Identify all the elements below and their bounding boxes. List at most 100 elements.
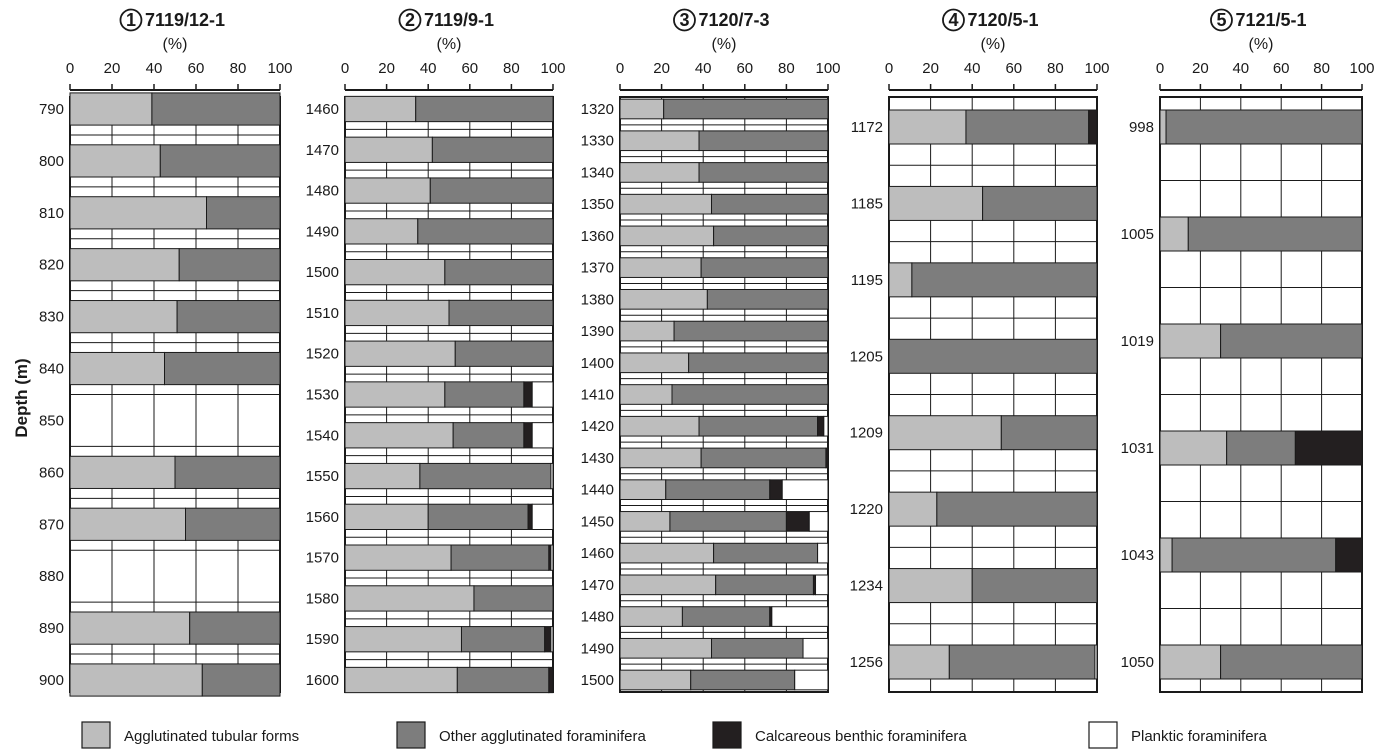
bar-segment xyxy=(448,299,554,327)
bar-segment xyxy=(669,511,787,532)
depth-label: 1390 xyxy=(581,323,614,340)
bar-segment xyxy=(690,669,796,691)
bar-segment xyxy=(344,258,446,286)
panel-unit-label: (%) xyxy=(981,36,1006,53)
bar-segment xyxy=(785,511,810,532)
depth-label: 1450 xyxy=(581,513,614,530)
bar-segment xyxy=(69,144,161,178)
panel-number: 4 xyxy=(948,10,958,30)
y-axis-label: Depth (m) xyxy=(12,358,31,437)
x-tick-label: 0 xyxy=(616,60,624,77)
x-tick-label: 40 xyxy=(695,60,712,77)
bar-segment xyxy=(781,479,829,501)
x-tick-label: 80 xyxy=(1313,60,1330,77)
depth-label: 1530 xyxy=(306,387,339,404)
bar-segment xyxy=(201,663,281,697)
depth-label: 998 xyxy=(1129,119,1154,136)
bar-segment xyxy=(456,666,550,694)
bar-segment xyxy=(69,196,207,230)
depth-label: 790 xyxy=(39,101,64,118)
depth-label: 1590 xyxy=(306,631,339,648)
x-tick-label: 20 xyxy=(378,60,395,77)
x-tick-label: 60 xyxy=(736,60,753,77)
panel-number-circle xyxy=(119,8,143,32)
panel-title: 7120/7-3 3 xyxy=(673,8,770,32)
legend-item: Calcareous benthic foraminifera xyxy=(712,721,967,749)
bar-segment xyxy=(69,455,176,489)
bar-segment xyxy=(344,503,429,531)
bar-segment xyxy=(531,503,554,531)
bar-segment xyxy=(888,644,950,680)
bar-segment xyxy=(69,663,203,697)
bar-segment xyxy=(619,98,665,120)
panel-unit-label: (%) xyxy=(163,36,188,53)
bar-segment xyxy=(888,415,1002,451)
bar-segment xyxy=(825,447,829,469)
bar-segment xyxy=(548,666,554,694)
well-panels: 7119/12-11(%)0 20 40 60 80 100790800810820830… xyxy=(39,8,1375,697)
depth-label: 1460 xyxy=(581,545,614,562)
bar-segment xyxy=(911,262,1098,298)
panel-unit-label: (%) xyxy=(712,36,737,53)
x-tick-label: 60 xyxy=(1005,60,1022,77)
depth-label: 1430 xyxy=(581,450,614,467)
x-tick-label: 40 xyxy=(420,60,437,77)
bar-segment xyxy=(817,542,829,564)
depth-label: 1560 xyxy=(306,509,339,526)
depth-label: 1256 xyxy=(850,654,883,671)
x-tick-label: 80 xyxy=(503,60,520,77)
bar-segment xyxy=(550,626,554,653)
bar-segment xyxy=(1220,323,1363,359)
bar-segment xyxy=(698,130,829,152)
bar-segment xyxy=(550,462,554,490)
bar-segment xyxy=(817,415,825,437)
depth-label: 1195 xyxy=(851,272,883,289)
panel-title-text: 7121/5-1 xyxy=(1235,10,1306,30)
depth-label: 1490 xyxy=(306,223,339,240)
x-tick-label: 60 xyxy=(1273,60,1290,77)
bar-segment xyxy=(431,136,554,163)
panel-title-text: 7119/12-1 xyxy=(145,10,225,30)
x-tick-label: 80 xyxy=(230,60,247,77)
bar-segment xyxy=(698,162,829,183)
legend-label: Planktic foraminifera xyxy=(1131,728,1268,745)
bar-segment xyxy=(619,225,715,247)
bar-segment xyxy=(681,606,771,627)
depth-label: 1360 xyxy=(581,228,614,245)
panel-number: 1 xyxy=(126,10,136,30)
bar-segment xyxy=(531,422,554,449)
bar-segment xyxy=(706,288,829,310)
bar-segment xyxy=(1088,109,1098,145)
bar-segment xyxy=(429,177,554,204)
bar-segment xyxy=(1159,109,1167,145)
panel-number: 2 xyxy=(405,10,415,30)
depth-label: 1031 xyxy=(1121,440,1154,457)
bar-segment xyxy=(344,136,433,163)
x-tick-label: 0 xyxy=(66,60,74,77)
bar-segment xyxy=(1159,537,1173,573)
bar-segment xyxy=(1165,109,1363,145)
bar-segment xyxy=(69,300,178,334)
bar-segment xyxy=(344,626,462,653)
bar-segment xyxy=(69,611,191,645)
bar-segment xyxy=(965,109,1090,145)
bar-segment xyxy=(1226,430,1296,466)
depth-label: 820 xyxy=(39,257,64,274)
bar-segment xyxy=(888,491,938,527)
bar-segment xyxy=(344,340,456,367)
panel-title-text: 7120/5-1 xyxy=(967,10,1038,30)
bar-segment xyxy=(178,248,281,282)
depth-label: 830 xyxy=(39,309,64,326)
depth-label: 1520 xyxy=(306,346,339,363)
bar-segment xyxy=(460,626,546,653)
bar-segment xyxy=(185,507,281,541)
x-tick-label: 0 xyxy=(341,60,349,77)
x-tick-label: 60 xyxy=(461,60,478,77)
panel-title: 7119/12-1 1 xyxy=(119,8,225,32)
legend-item: Other agglutinated foraminifera xyxy=(396,721,646,749)
bar-segment xyxy=(344,299,450,327)
bar-segment xyxy=(1159,216,1189,252)
depth-label: 1580 xyxy=(306,590,339,607)
bar-segment xyxy=(619,637,713,659)
depth-label: 1550 xyxy=(306,468,339,485)
